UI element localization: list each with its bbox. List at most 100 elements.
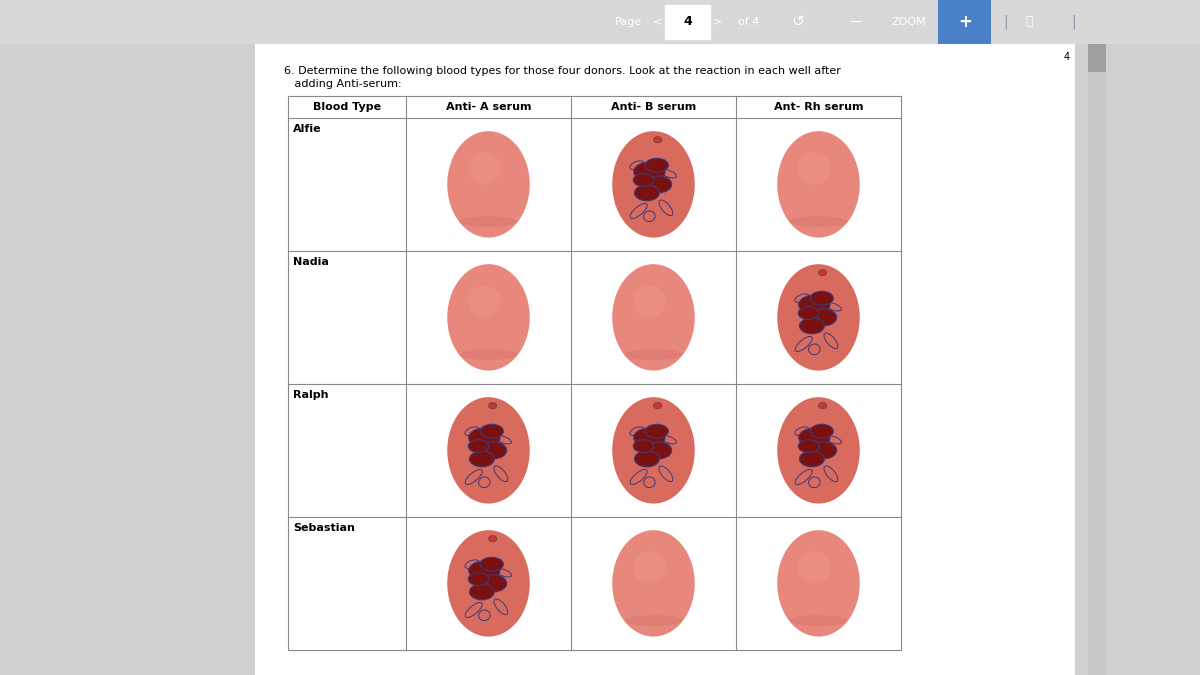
Text: ⤢: ⤢: [1026, 16, 1033, 28]
Ellipse shape: [468, 286, 500, 317]
Ellipse shape: [630, 469, 647, 485]
Ellipse shape: [790, 216, 847, 227]
Ellipse shape: [778, 131, 859, 238]
Ellipse shape: [778, 530, 859, 637]
Ellipse shape: [479, 477, 490, 487]
Ellipse shape: [790, 616, 847, 626]
Ellipse shape: [480, 425, 503, 438]
Ellipse shape: [799, 428, 830, 447]
Ellipse shape: [778, 264, 859, 371]
Text: —: —: [850, 16, 862, 28]
Ellipse shape: [824, 466, 838, 481]
Ellipse shape: [630, 427, 644, 435]
Ellipse shape: [654, 136, 661, 143]
Ellipse shape: [810, 309, 836, 326]
Ellipse shape: [634, 173, 654, 186]
Ellipse shape: [818, 269, 827, 276]
Ellipse shape: [646, 425, 668, 438]
Text: ZOOM: ZOOM: [892, 17, 925, 27]
Ellipse shape: [480, 442, 506, 459]
Ellipse shape: [635, 185, 659, 201]
Ellipse shape: [448, 397, 529, 504]
Ellipse shape: [496, 435, 511, 444]
Ellipse shape: [448, 131, 529, 238]
Text: <: <: [653, 17, 662, 27]
Text: Blood Type: Blood Type: [313, 102, 382, 112]
Ellipse shape: [654, 402, 661, 409]
Ellipse shape: [643, 211, 655, 221]
Text: >: >: [713, 17, 722, 27]
Ellipse shape: [635, 451, 659, 467]
Ellipse shape: [634, 162, 665, 181]
FancyBboxPatch shape: [665, 5, 710, 38]
Ellipse shape: [798, 439, 818, 452]
Text: Sebastian: Sebastian: [293, 523, 355, 533]
Ellipse shape: [469, 428, 500, 447]
Text: Alfie: Alfie: [293, 124, 322, 134]
Ellipse shape: [659, 466, 673, 481]
Text: |: |: [1072, 15, 1076, 29]
Text: Ralph: Ralph: [293, 390, 329, 400]
Ellipse shape: [468, 153, 500, 184]
Ellipse shape: [799, 295, 830, 314]
Ellipse shape: [480, 558, 503, 571]
Ellipse shape: [460, 349, 517, 360]
Ellipse shape: [479, 610, 490, 620]
Ellipse shape: [824, 333, 838, 348]
Text: Anti- B serum: Anti- B serum: [611, 102, 696, 112]
Bar: [0, 44, 256, 675]
Ellipse shape: [634, 439, 654, 452]
Ellipse shape: [469, 561, 500, 580]
Ellipse shape: [466, 603, 482, 618]
Ellipse shape: [612, 530, 695, 637]
Ellipse shape: [630, 161, 644, 169]
Ellipse shape: [468, 572, 488, 585]
Ellipse shape: [826, 302, 841, 311]
Ellipse shape: [643, 477, 655, 487]
Ellipse shape: [625, 616, 683, 626]
Ellipse shape: [796, 336, 812, 352]
Text: 4: 4: [683, 16, 692, 28]
FancyBboxPatch shape: [938, 0, 991, 44]
Ellipse shape: [496, 568, 511, 577]
Ellipse shape: [794, 427, 809, 435]
Bar: [1088, 44, 1106, 72]
Ellipse shape: [448, 264, 529, 371]
Text: +: +: [958, 13, 972, 31]
Ellipse shape: [612, 397, 695, 504]
Ellipse shape: [469, 584, 494, 600]
Ellipse shape: [798, 306, 818, 319]
Bar: [288, 96, 901, 650]
Ellipse shape: [646, 159, 668, 172]
Bar: [1075, 44, 1200, 675]
Ellipse shape: [480, 575, 506, 592]
Ellipse shape: [799, 318, 824, 334]
Text: ↺: ↺: [792, 14, 804, 30]
Ellipse shape: [612, 131, 695, 238]
Ellipse shape: [809, 344, 820, 354]
Ellipse shape: [660, 435, 677, 444]
Text: 4: 4: [1064, 52, 1070, 62]
Ellipse shape: [646, 176, 672, 193]
Ellipse shape: [646, 442, 672, 459]
Text: adding Anti-serum:: adding Anti-serum:: [284, 79, 402, 89]
Ellipse shape: [488, 535, 497, 542]
Ellipse shape: [798, 153, 830, 184]
Ellipse shape: [799, 451, 824, 467]
Ellipse shape: [460, 216, 517, 227]
Ellipse shape: [826, 435, 841, 444]
Ellipse shape: [818, 402, 827, 409]
Ellipse shape: [794, 294, 809, 302]
Ellipse shape: [625, 349, 683, 360]
Text: Page: Page: [614, 17, 642, 27]
Text: Nadia: Nadia: [293, 257, 329, 267]
Bar: [1088, 44, 1106, 675]
Ellipse shape: [488, 402, 497, 409]
Ellipse shape: [810, 425, 833, 438]
Text: of 4: of 4: [738, 17, 760, 27]
Ellipse shape: [798, 551, 830, 583]
Text: 6. Determine the following blood types for those four donors. Look at the reacti: 6. Determine the following blood types f…: [284, 66, 841, 76]
Ellipse shape: [810, 442, 836, 459]
Ellipse shape: [468, 439, 488, 452]
Ellipse shape: [778, 397, 859, 504]
